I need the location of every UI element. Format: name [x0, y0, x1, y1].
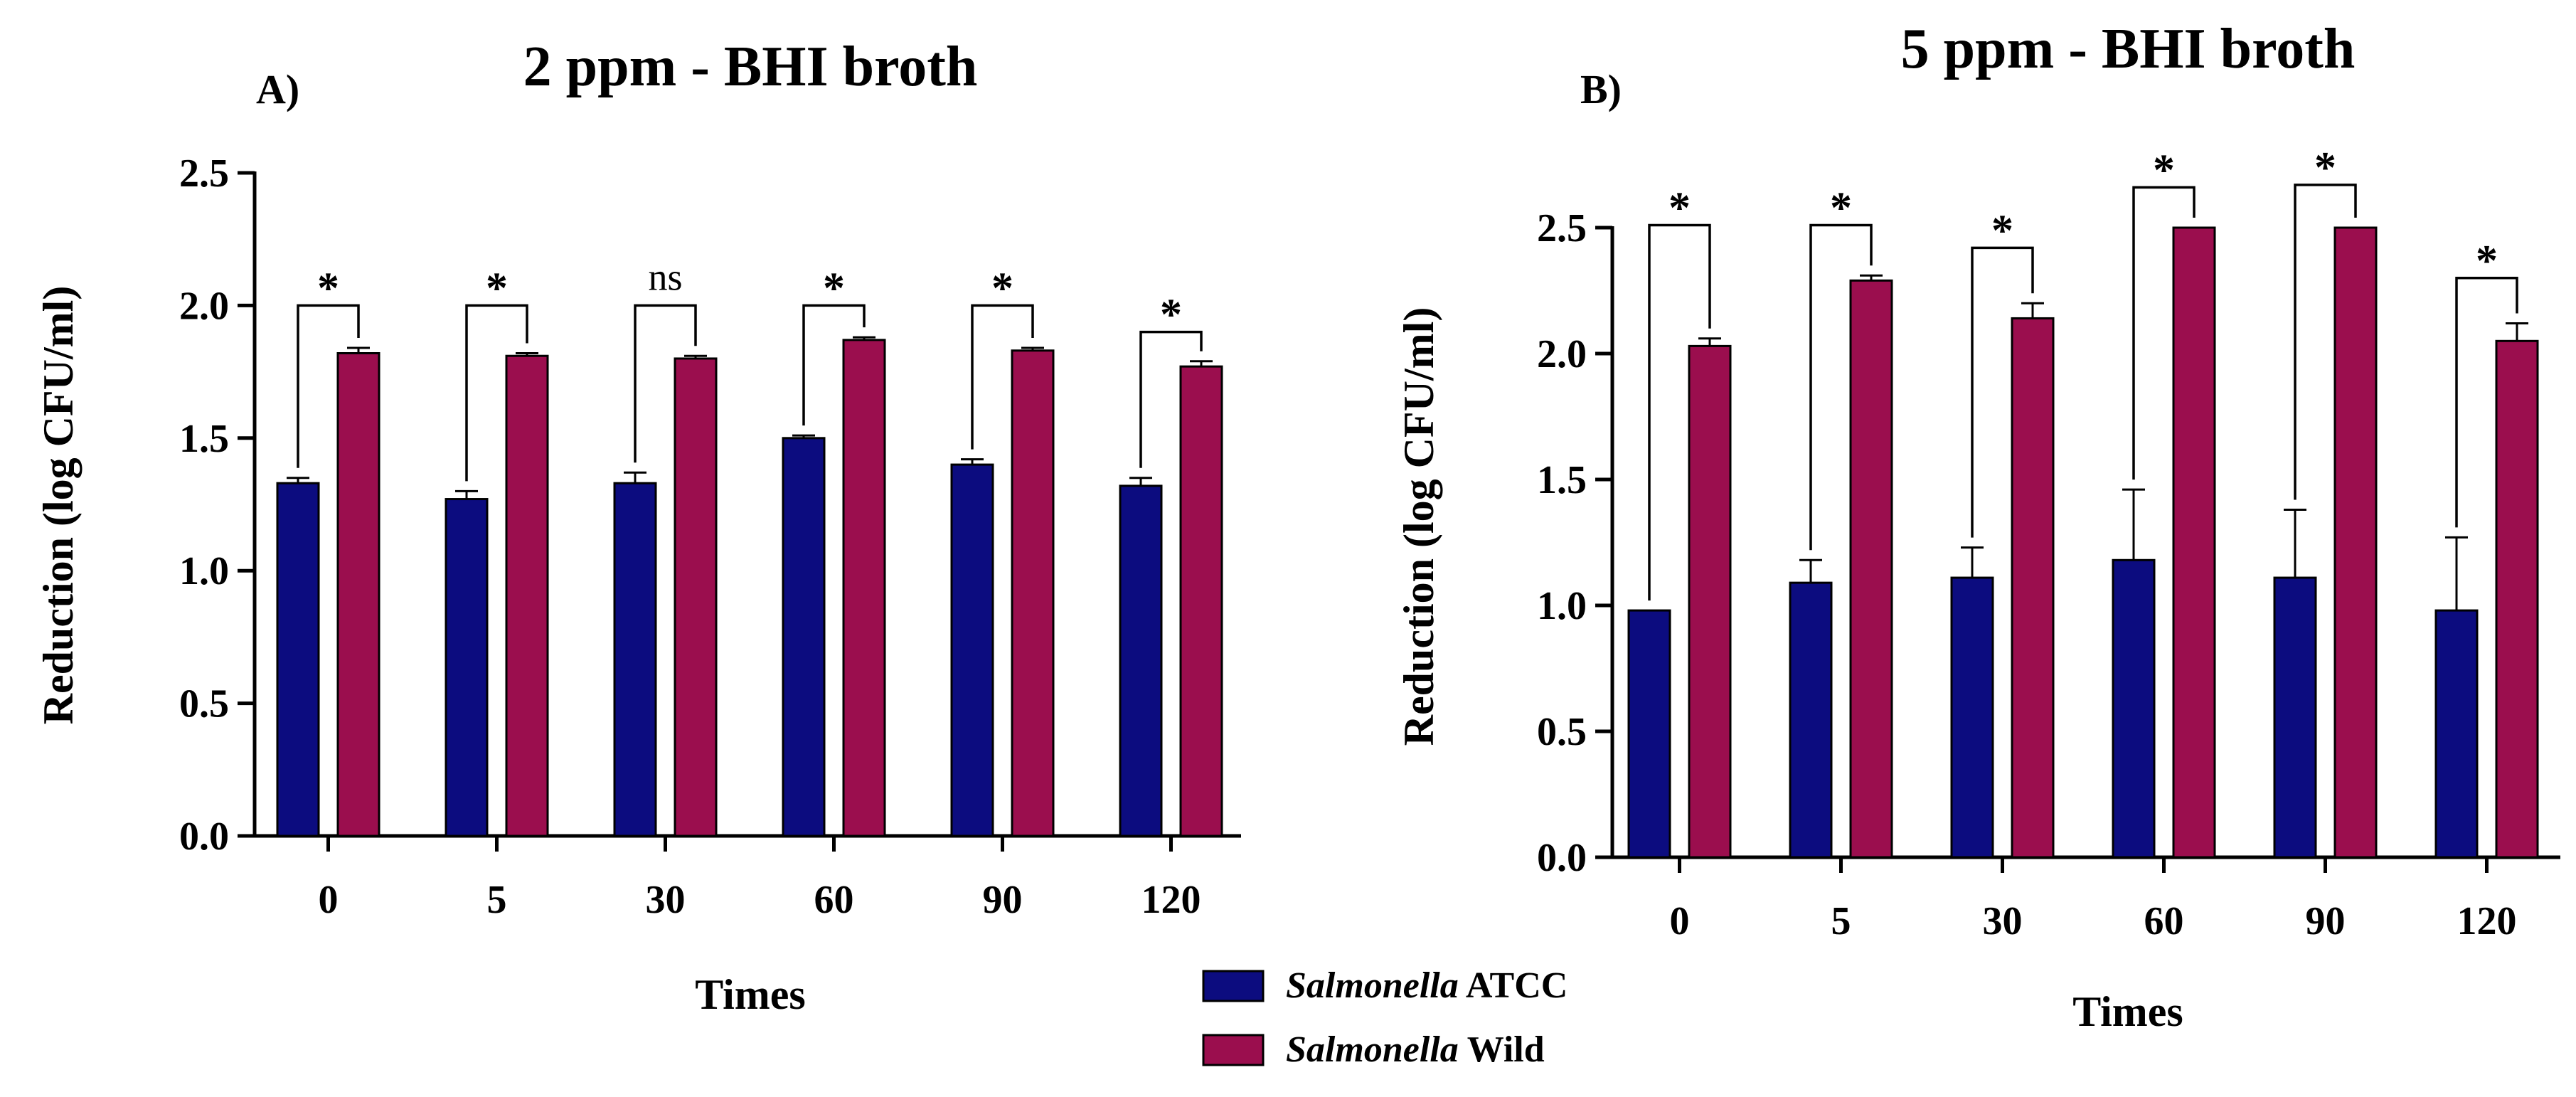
panel-a-x-tick-label: 60	[814, 878, 854, 922]
panel-b-chart: B) 5 ppm - BHI broth Times Reduction (lo…	[1395, 18, 2560, 1035]
panel-a-y-tick-label: 1.5	[179, 417, 229, 461]
legend-label-wild-italic: Salmonella	[1286, 1029, 1459, 1070]
panel-a-significance-label: *	[1160, 291, 1182, 339]
panel-b-y-tick-label: 0.5	[1537, 710, 1587, 754]
panel-b-significance-label: *	[2476, 237, 2498, 285]
panel-a-significance-bracket	[465, 304, 528, 482]
legend-item-wild: Salmonella Wild	[1202, 1029, 1545, 1070]
panel-b-x-tick-label: 120	[2457, 899, 2517, 943]
panel-a-significance-bracket	[802, 304, 866, 426]
legend-label-atcc: Salmonella ATCC	[1286, 965, 1568, 1006]
panel-a-bar-wild	[336, 352, 380, 837]
panel-b-y-tick-label: 2.5	[1537, 206, 1587, 250]
panel-a-significance-label: *	[991, 264, 1013, 312]
legend-label-wild-rest: Wild	[1467, 1029, 1545, 1070]
panel-b-y-tick-label: 0.0	[1537, 836, 1587, 880]
panel-b-bar-wild	[2333, 226, 2378, 859]
legend-label-atcc-rest: ATCC	[1466, 965, 1568, 1006]
panel-b-bar-atcc	[1627, 609, 1671, 859]
panel-b-bar-wild	[2172, 226, 2216, 859]
panel-a-bar-atcc	[613, 482, 657, 837]
legend-label-wild: Salmonella Wild	[1286, 1029, 1545, 1070]
panel-a-title: 2 ppm - BHI broth	[523, 36, 978, 98]
panel-b-bar-wild	[2495, 339, 2539, 859]
panel-b-x-tick-label: 0	[1670, 899, 1690, 943]
panel-a-bar-wild	[842, 339, 886, 837]
panel-a-y-tick-label: 2.5	[179, 152, 229, 196]
panel-b-significance-bracket	[2455, 277, 2518, 528]
panel-a-bar-atcc	[276, 482, 320, 837]
panel-b-bar-atcc	[2434, 609, 2479, 859]
panel-b-letter: B)	[1580, 66, 1622, 112]
panel-b-ylabel: Reduction (log CFU/ml)	[1395, 307, 1442, 746]
panel-a-x-tick-label: 120	[1141, 878, 1201, 922]
panel-a-bar-wild	[1011, 349, 1055, 837]
panel-a-bar-atcc	[445, 498, 489, 837]
panel-b-significance-bracket	[1648, 223, 1711, 601]
legend-swatch-atcc	[1202, 970, 1265, 1002]
panel-b-significance-bracket	[2132, 186, 2196, 480]
panel-b-significance-label: *	[1668, 184, 1691, 232]
panel-b-significance-bracket	[2294, 184, 2357, 500]
panel-b-significance-label: *	[2314, 144, 2336, 192]
panel-a-y-tick-label: 1.0	[179, 549, 229, 593]
panel-a-significance-bracket	[634, 304, 697, 463]
panel-b-x-tick-label: 5	[1831, 899, 1851, 943]
panel-b-significance-bracket	[1809, 223, 1873, 551]
panel-a-x-tick-label: 0	[319, 878, 339, 922]
panel-b-significance-bracket	[1971, 246, 2034, 538]
panel-a-x-tick-label: 90	[983, 878, 1023, 922]
panel-a-bar-wild	[1179, 365, 1223, 837]
panel-a-letter: A)	[256, 66, 299, 112]
panel-a-y-tick-label: 0.0	[179, 815, 229, 859]
panel-a-y-tick-label: 0.5	[179, 682, 229, 726]
panel-a-significance-bracket	[1139, 330, 1203, 468]
panel-b-bar-atcc	[2112, 558, 2156, 859]
panel-b-y-tick-label: 1.5	[1537, 458, 1587, 502]
panel-b-bar-atcc	[1950, 576, 1994, 859]
panel-a-significance-bracket	[971, 304, 1034, 450]
panel-b-bar-wild	[1849, 279, 1893, 859]
panel-b-x-tick-label: 60	[2144, 899, 2184, 943]
panel-a-ylabel: Reduction (log CFU/ml)	[35, 286, 82, 725]
panel-b-y-tick-label: 2.0	[1537, 332, 1587, 376]
panel-a-y-tick-label: 2.0	[179, 284, 229, 328]
panel-b-bar-atcc	[1789, 581, 1833, 859]
panel-a-x-tick-label: 30	[646, 878, 686, 922]
panel-a-chart: A) 2 ppm - BHI broth Times Reduction (lo…	[35, 36, 1241, 1018]
panel-b-bar-atcc	[2273, 576, 2317, 859]
panel-b-x-tick-label: 90	[2306, 899, 2346, 943]
panel-b-xlabel: Times	[2072, 988, 2183, 1035]
legend-label-atcc-italic: Salmonella	[1286, 965, 1459, 1006]
legend: Salmonella ATCC Salmonella Wild	[1202, 965, 1568, 1070]
panel-a-significance-label: ns	[648, 255, 682, 298]
panel-a-x-tick-label: 5	[487, 878, 507, 922]
legend-swatch-wild	[1202, 1034, 1265, 1066]
panel-b-y-tick-label: 1.0	[1537, 584, 1587, 628]
panel-b-title: 5 ppm - BHI broth	[1901, 18, 2356, 80]
panel-a-significance-bracket	[297, 304, 360, 468]
panel-a-bar-atcc	[1119, 484, 1163, 837]
panel-a-bar-atcc	[950, 463, 994, 837]
panel-b-bar-wild	[2011, 317, 2055, 859]
legend-item-atcc: Salmonella ATCC	[1202, 965, 1568, 1006]
panel-a-significance-label: *	[823, 264, 845, 312]
panel-a-bar-wild	[674, 357, 718, 837]
panel-b-bar-wild	[1688, 344, 1732, 859]
panel-a-bar-atcc	[782, 437, 826, 837]
panel-a-xlabel: Times	[695, 971, 806, 1018]
panel-b-significance-label: *	[1991, 206, 2013, 255]
panel-a-significance-label: *	[317, 264, 339, 312]
panel-b-significance-label: *	[1830, 184, 1852, 232]
panel-b-x-tick-label: 30	[1983, 899, 2023, 943]
panel-a-bar-wild	[505, 354, 549, 837]
panel-a-significance-label: *	[486, 264, 508, 312]
panel-b-significance-label: *	[2153, 146, 2175, 194]
